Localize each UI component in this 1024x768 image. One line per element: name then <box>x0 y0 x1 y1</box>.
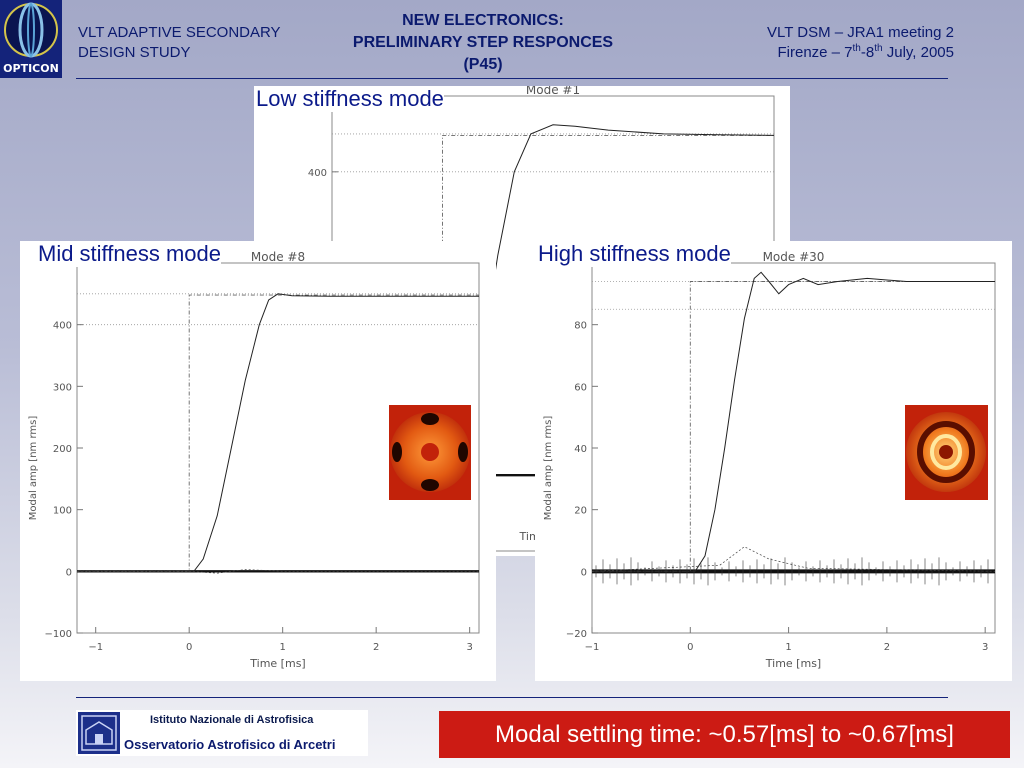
slide-title: NEW ELECTRONICS: PRELIMINARY STEP RESPON… <box>300 10 666 76</box>
y-tick-label: −20 <box>566 629 587 640</box>
high-stiffness-chart: Mode #30 −20 0 20 40 60 80 −1 0 1 2 3 Time [ms] Modal… <box>543 250 996 670</box>
y-axis-label: Modal amp [nm rms] <box>28 416 39 521</box>
y-tick-label: 300 <box>53 382 72 393</box>
y-tick-label: 60 <box>574 382 587 393</box>
y-axis-label: Modal amp [nm rms] <box>543 416 554 521</box>
x-tick-label: 0 <box>687 642 693 653</box>
meeting-name: VLT DSM – JRA1 meeting 2 <box>766 24 954 41</box>
y-tick-label: 200 <box>53 444 72 455</box>
x-tick-label: 1 <box>279 642 285 653</box>
observatory-name: Osservatorio Astrofisico di Arcetri <box>124 737 336 752</box>
series-response <box>592 271 995 572</box>
project-name-line2: DESIGN STUDY <box>78 44 191 61</box>
header-left: VLT ADAPTIVE SECONDARY DESIGN STUDY <box>78 23 281 63</box>
mid-stiffness-caption: Mid stiffness mode <box>38 241 222 267</box>
y-tick-label: 0 <box>66 567 72 578</box>
x-tick-label: −1 <box>585 642 600 653</box>
high-stiffness-caption: High stiffness mode <box>538 241 731 267</box>
slide-title-line3: (P45) <box>463 56 503 73</box>
x-tick-label: 3 <box>982 642 988 653</box>
y-tick-label: 400 <box>53 321 72 332</box>
slide-title-line2: PRELIMINARY STEP RESPONCES <box>352 34 614 51</box>
inaf-name: Istituto Nazionale di Astrofisica <box>150 714 314 726</box>
x-axis-label: Time [ms] <box>249 657 305 670</box>
y-tick-label: 0 <box>581 567 587 578</box>
high-mode-shape-image <box>905 405 988 500</box>
series-other-modes <box>77 569 479 574</box>
header-right: VLT DSM – JRA1 meeting 2 Firenze – 7th-8… <box>767 23 954 63</box>
settling-time-banner: Modal settling time: ~0.57[ms] to ~0.67[… <box>439 711 1010 758</box>
opticon-logo: OPTICON <box>0 0 62 78</box>
y-tick-label: 20 <box>574 506 587 517</box>
chart-title: Mode #1 <box>526 86 580 97</box>
x-axis-label: Time [ms] <box>765 657 821 670</box>
series-other-modes <box>591 546 996 572</box>
x-tick-label: 0 <box>186 642 192 653</box>
chart-title: Mode #8 <box>251 250 305 264</box>
x-tick-label: 1 <box>785 642 791 653</box>
footer-divider <box>76 697 948 698</box>
arcetri-building-icon <box>78 712 120 754</box>
slide-title-line1: NEW ELECTRONICS: <box>402 12 564 29</box>
x-tick-label: 3 <box>466 642 472 653</box>
chart-title: Mode #30 <box>763 250 825 264</box>
high-stiffness-panel: Mode #30 −20 0 20 40 60 80 −1 0 1 2 3 Time [ms] Modal… <box>535 241 1012 681</box>
x-tick-label: 2 <box>884 642 890 653</box>
y-tick-label: 40 <box>574 444 587 455</box>
header-divider <box>76 78 948 79</box>
series-response <box>77 293 479 572</box>
meeting-place-date: Firenze – 7th-8th July, 2005 <box>777 43 954 62</box>
y-tick-label: −100 <box>45 629 72 640</box>
mid-mode-shape-image <box>389 405 471 500</box>
y-tick-label: 100 <box>53 506 72 517</box>
x-tick-label: −1 <box>88 642 103 653</box>
project-name-line1: VLT ADAPTIVE SECONDARY <box>78 24 281 41</box>
inaf-logo-block <box>76 710 368 756</box>
low-stiffness-caption: Low stiffness mode <box>256 86 444 112</box>
logo-text: OPTICON <box>3 62 59 75</box>
series-step-command <box>592 281 995 572</box>
y-tick-label: 80 <box>574 321 587 332</box>
y-tick-label: 400 <box>308 168 327 179</box>
x-tick-label: 2 <box>373 642 379 653</box>
